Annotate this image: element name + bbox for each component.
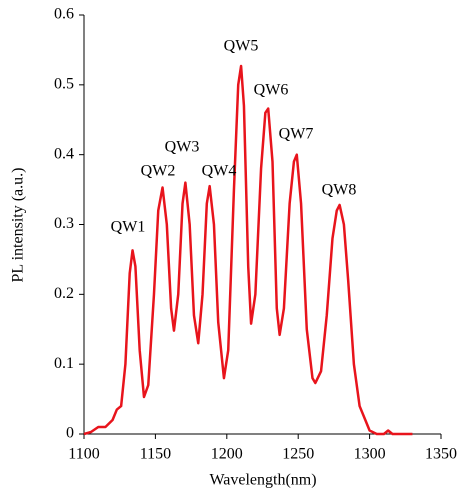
x-tick-label: 1200 [211,446,243,463]
peak-annotation: QW8 [322,182,357,199]
y-tick-label: 0.5 [54,76,74,93]
x-axis-label: Wavelength(nm) [209,472,316,489]
y-tick-label: 0.4 [54,145,74,162]
x-tick-label: 1300 [354,446,386,463]
peak-annotation: QW5 [224,38,259,55]
y-tick-label: 0.6 [54,6,74,23]
x-tick-label: 1150 [140,446,171,463]
peak-annotation: QW3 [165,139,200,156]
y-tick-label: 0 [66,425,74,442]
y-tick-label: 0.2 [54,285,74,302]
peak-annotation: QW4 [202,163,237,180]
peak-annotation: QW1 [111,219,146,236]
y-tick-label: 0.3 [54,215,74,232]
y-tick-label: 0.1 [54,355,74,372]
peak-annotation: QW7 [279,126,314,143]
y-axis-label: PL intensity (a.u.) [10,168,27,283]
peak-annotation: QW6 [254,82,289,99]
x-tick-label: 1350 [425,446,457,463]
peak-annotation: QW2 [141,163,176,180]
x-tick-label: 1100 [68,446,99,463]
x-tick-label: 1250 [282,446,314,463]
line-series [83,64,413,436]
